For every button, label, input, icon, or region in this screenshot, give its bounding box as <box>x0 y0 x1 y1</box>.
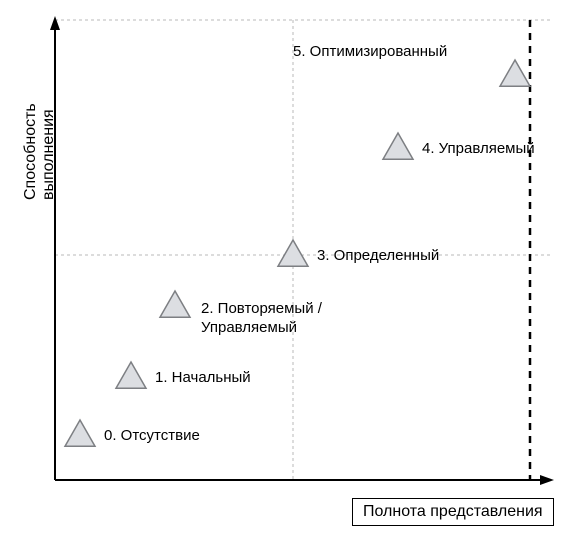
point-label-4: 4. Управляемый <box>422 140 535 159</box>
chart-svg <box>0 0 570 544</box>
y-axis-label-line1: Способность <box>22 103 40 200</box>
point-label-3: 3. Определенный <box>317 247 439 266</box>
point-label-0: 0. Отсутствие <box>104 427 200 446</box>
y-axis-label-line2: выполнения <box>40 109 58 200</box>
maturity-scatter-chart: Способность выполнения Полнота представл… <box>0 0 570 544</box>
x-axis-label: Полнота представления <box>352 498 554 526</box>
point-label-2: 2. Повторяемый /Управляемый <box>201 300 322 338</box>
point-label-1: 1. Начальный <box>155 369 251 388</box>
point-label-5: 5. Оптимизированный <box>293 43 447 62</box>
x-axis-label-text: Полнота представления <box>363 503 543 520</box>
